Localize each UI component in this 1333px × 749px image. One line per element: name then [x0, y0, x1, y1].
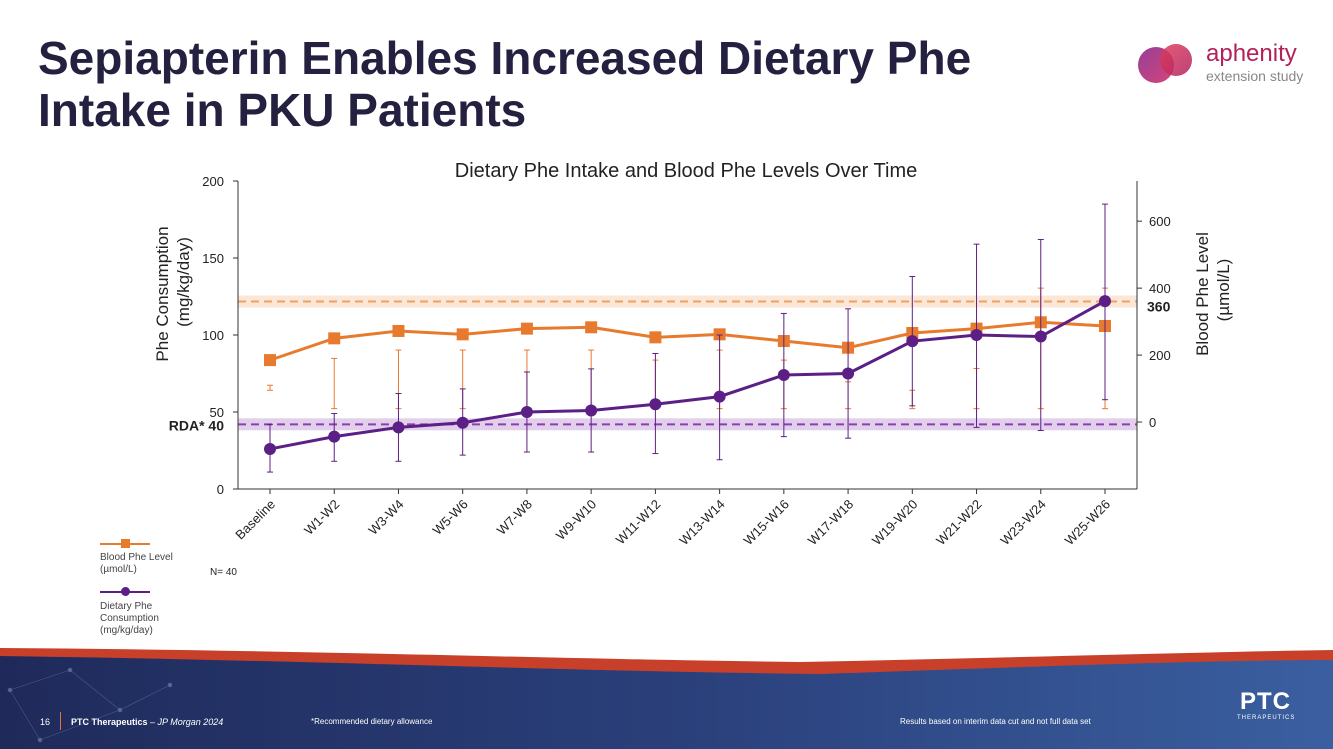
data-point: [328, 430, 341, 443]
x-tick-label: W23-W24: [997, 497, 1048, 548]
reference-label-right: 360: [1147, 299, 1171, 315]
y-right-tick-label: 200: [1149, 348, 1171, 363]
logo-subtitle: extension study: [1206, 68, 1304, 84]
data-point: [456, 416, 469, 429]
y-left-tick-label: 50: [210, 405, 224, 420]
event-name: – JP Morgan 2024: [147, 717, 224, 727]
data-point: [585, 404, 598, 417]
aphenity-logo: aphenity extension study: [1136, 40, 1316, 90]
data-point: [1099, 295, 1111, 308]
x-tick-label: W19-W20: [869, 497, 920, 548]
y-right-tick-label: 600: [1149, 214, 1171, 229]
footer-disclaimer: Results based on interim data cut and no…: [900, 717, 1091, 726]
footer-background: [0, 648, 1333, 749]
footer-divider: [60, 712, 61, 730]
legend-square-marker: [121, 539, 130, 548]
x-tick-label: W1-W2: [301, 497, 342, 538]
data-point: [906, 335, 919, 348]
data-point: [649, 398, 662, 411]
x-tick-label: W21-W22: [933, 497, 984, 548]
y-left-axis-label: Phe Consumption: [153, 226, 172, 361]
x-tick-label: W11-W12: [613, 497, 664, 548]
data-point: [392, 324, 405, 337]
chart-title: Dietary Phe Intake and Blood Phe Levels …: [455, 160, 917, 182]
aphenity-logo-icon: [1138, 44, 1192, 83]
footer-footnote: *Recommended dietary allowance: [311, 717, 433, 726]
series-line: [269, 320, 1106, 362]
ptc-logo: PTC: [1240, 688, 1291, 715]
x-tick-label: W9-W10: [553, 497, 599, 543]
x-tick-label: W7-W8: [494, 497, 535, 538]
data-point: [520, 322, 533, 335]
legend-label: Dietary Phe Consumption (mg/kg/day): [100, 601, 159, 636]
ptc-logo-subtitle: THERAPEUTICS: [1237, 715, 1296, 721]
x-tick-label: W3-W4: [365, 497, 406, 538]
data-point: [585, 321, 598, 334]
series-line: [269, 299, 1106, 451]
y-right-tick-label: 0: [1149, 415, 1156, 430]
data-point: [264, 354, 276, 367]
legend-label: Blood Phe Level (µmol/L): [100, 552, 173, 575]
y-right-axis-label: Blood Phe Level: [1193, 232, 1212, 356]
data-point: [520, 406, 533, 418]
data-point: [970, 329, 983, 341]
y-left-tick-label: 200: [202, 174, 224, 189]
y-right-tick-label: 400: [1149, 281, 1171, 296]
page-title: Sepiapterin Enables Increased Dietary Ph…: [38, 32, 972, 136]
data-point: [264, 442, 276, 455]
x-tick-label: W17-W18: [805, 497, 856, 548]
data-point: [649, 331, 662, 344]
x-tick-label: W5-W6: [430, 497, 471, 538]
page-number: 16: [40, 717, 51, 727]
data-point: [392, 421, 405, 434]
data-point: [713, 390, 726, 403]
footer-company: PTC Therapeutics – JP Morgan 2024: [71, 717, 223, 727]
x-tick-label: W15-W16: [740, 497, 791, 548]
reference-label-left: RDA* 40: [169, 417, 224, 433]
y-right-axis-label: (µmol/L): [1214, 259, 1233, 322]
data-point: [456, 328, 469, 341]
legend-circle-marker: [121, 587, 130, 596]
data-point: [328, 332, 341, 345]
n-count-label: N= 40: [210, 567, 237, 578]
x-tick-label: Baseline: [232, 497, 278, 543]
x-tick-label: W13-W14: [676, 497, 727, 548]
data-point: [842, 367, 855, 380]
y-left-tick-label: 0: [217, 482, 224, 497]
data-point: [777, 369, 790, 382]
company-name: PTC Therapeutics: [71, 717, 148, 727]
y-left-tick-label: 100: [202, 328, 224, 343]
x-tick-label: W25-W26: [1062, 497, 1113, 548]
y-left-tick-label: 150: [202, 251, 224, 266]
logo-word: aphenity: [1206, 40, 1297, 67]
phe-chart: Dietary Phe Intake and Blood Phe Levels …: [153, 160, 1233, 548]
data-point: [713, 328, 726, 341]
data-point: [1034, 330, 1047, 343]
y-left-axis-label: (mg/kg/day): [174, 237, 193, 327]
